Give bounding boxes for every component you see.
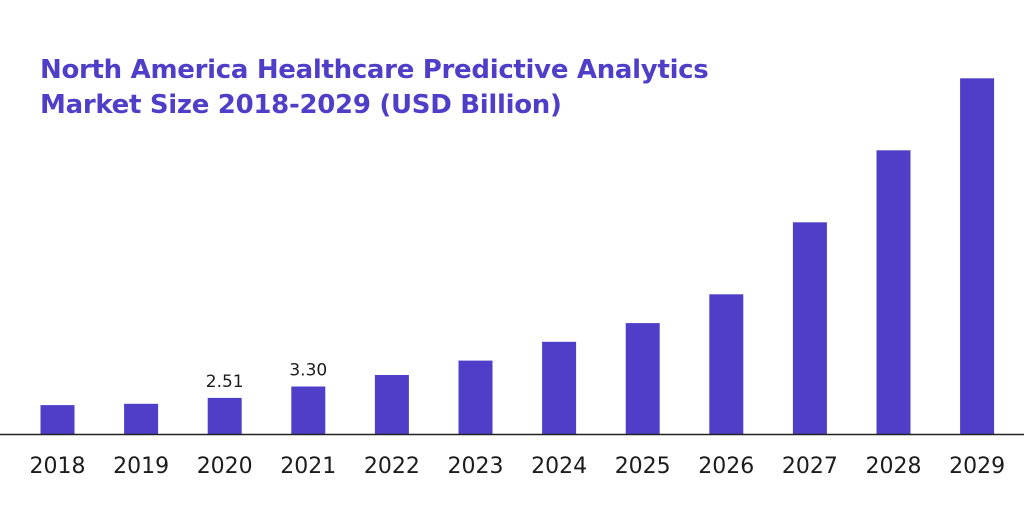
x-tick-label-2026: 2026 — [698, 454, 754, 479]
bar-2021 — [291, 386, 326, 434]
bar-2022 — [374, 375, 409, 434]
x-tick-label-2020: 2020 — [197, 454, 253, 479]
bar-2028 — [876, 150, 911, 435]
bar-2029 — [960, 78, 995, 435]
x-tick-label-2025: 2025 — [615, 454, 671, 479]
x-tick-label-2023: 2023 — [448, 454, 504, 479]
bar-2020 — [207, 397, 242, 434]
chart-title: North America Healthcare Predictive Anal… — [40, 53, 800, 123]
chart-title-line-1: North America Healthcare Predictive Anal… — [40, 55, 709, 85]
data-label-2020: 2.51 — [206, 372, 244, 392]
bar-2027 — [792, 222, 827, 434]
bar-2024 — [542, 341, 577, 434]
x-tick-label-2021: 2021 — [280, 454, 336, 479]
bar-2023 — [458, 360, 493, 434]
bar-2026 — [709, 294, 744, 434]
bar-2018 — [40, 405, 75, 434]
x-tick-label-2018: 2018 — [30, 454, 86, 479]
bar-2019 — [124, 403, 159, 434]
x-tick-label-2019: 2019 — [113, 454, 169, 479]
x-tick-label-2022: 2022 — [364, 454, 420, 479]
x-tick-label-2028: 2028 — [866, 454, 922, 479]
x-tick-label-2024: 2024 — [531, 454, 587, 479]
data-label-2021: 3.30 — [289, 361, 327, 381]
bar-2025 — [625, 323, 660, 434]
chart-title-line-2: Market Size 2018-2029 (USD Billion) — [40, 90, 562, 120]
x-tick-label-2029: 2029 — [949, 454, 1005, 479]
x-tick-label-2027: 2027 — [782, 454, 838, 479]
